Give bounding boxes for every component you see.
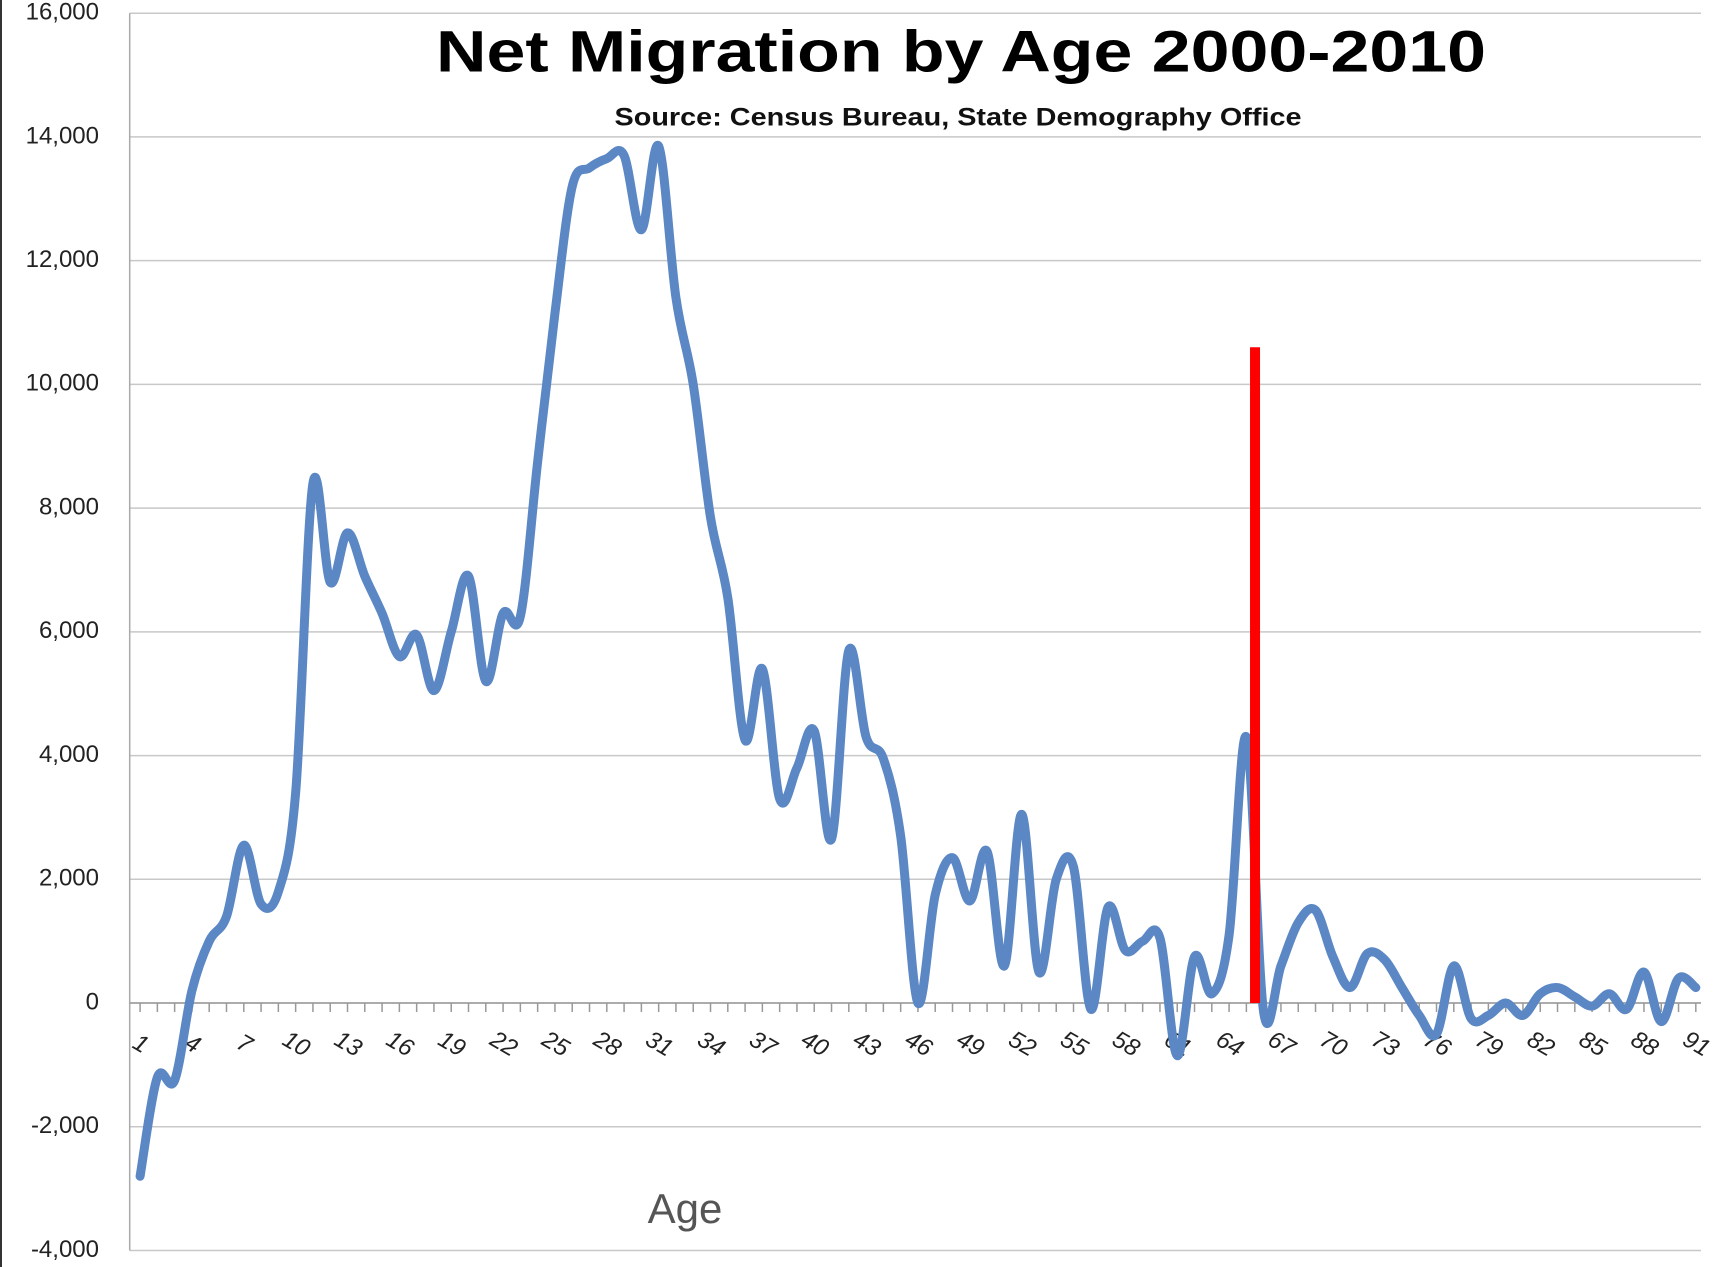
x-tick-label: 43 — [848, 1026, 885, 1063]
x-tick-label: 85 — [1574, 1026, 1611, 1063]
x-tick-label: 37 — [745, 1026, 783, 1064]
data-line — [135, 141, 1701, 1181]
x-tick-label: 46 — [900, 1026, 937, 1063]
x-tick-label: 73 — [1367, 1026, 1404, 1063]
y-tick-label: 0 — [86, 988, 99, 1015]
x-tick-label: 19 — [433, 1026, 470, 1063]
x-tick-label: 79 — [1471, 1026, 1508, 1063]
x-tick-label: 25 — [536, 1025, 574, 1063]
x-tick-label: 91 — [1678, 1026, 1715, 1063]
x-tick-label: 58 — [1108, 1026, 1145, 1063]
y-tick-label: 10,000 — [26, 370, 99, 397]
x-tick-label: 40 — [796, 1026, 833, 1063]
y-tick-label: 4,000 — [39, 741, 99, 768]
x-tick-label: 55 — [1056, 1026, 1093, 1063]
x-tick-label: 7 — [232, 1029, 258, 1060]
x-tick-label: 52 — [1004, 1026, 1041, 1063]
x-tick-label: 28 — [588, 1025, 626, 1063]
x-tick-label: 88 — [1626, 1026, 1663, 1063]
y-tick-label: 14,000 — [26, 122, 99, 149]
x-tick-label: 22 — [484, 1025, 521, 1062]
x-axis-label: Age — [648, 1185, 723, 1232]
y-tick-label: -2,000 — [31, 1112, 99, 1139]
x-tick-label: 31 — [641, 1026, 678, 1063]
x-tick-label: 70 — [1315, 1026, 1352, 1063]
chart-subtitle: Source: Census Bureau, State Demography … — [615, 104, 1302, 132]
x-tick-label: 16 — [382, 1026, 419, 1063]
x-tick-label: 10 — [278, 1026, 315, 1063]
x-tick-label: 13 — [330, 1026, 367, 1063]
y-tick-label: 8,000 — [39, 493, 99, 520]
x-tick-label: 49 — [952, 1026, 989, 1063]
x-tick-label: 34 — [693, 1026, 730, 1063]
chart-title: Net Migration by Age 2000-2010 — [436, 19, 1486, 84]
y-tick-label: 12,000 — [26, 246, 99, 273]
y-tick-label: 6,000 — [39, 617, 99, 644]
x-tick-label: 64 — [1211, 1026, 1248, 1063]
y-tick-label: 16,000 — [26, 0, 99, 26]
y-tick-label: 2,000 — [39, 865, 99, 892]
y-tick-label: -4,000 — [31, 1236, 99, 1263]
x-tick-label: 82 — [1523, 1026, 1560, 1063]
x-tick-label: 67 — [1263, 1026, 1301, 1064]
x-tick-label: 1 — [128, 1029, 153, 1059]
